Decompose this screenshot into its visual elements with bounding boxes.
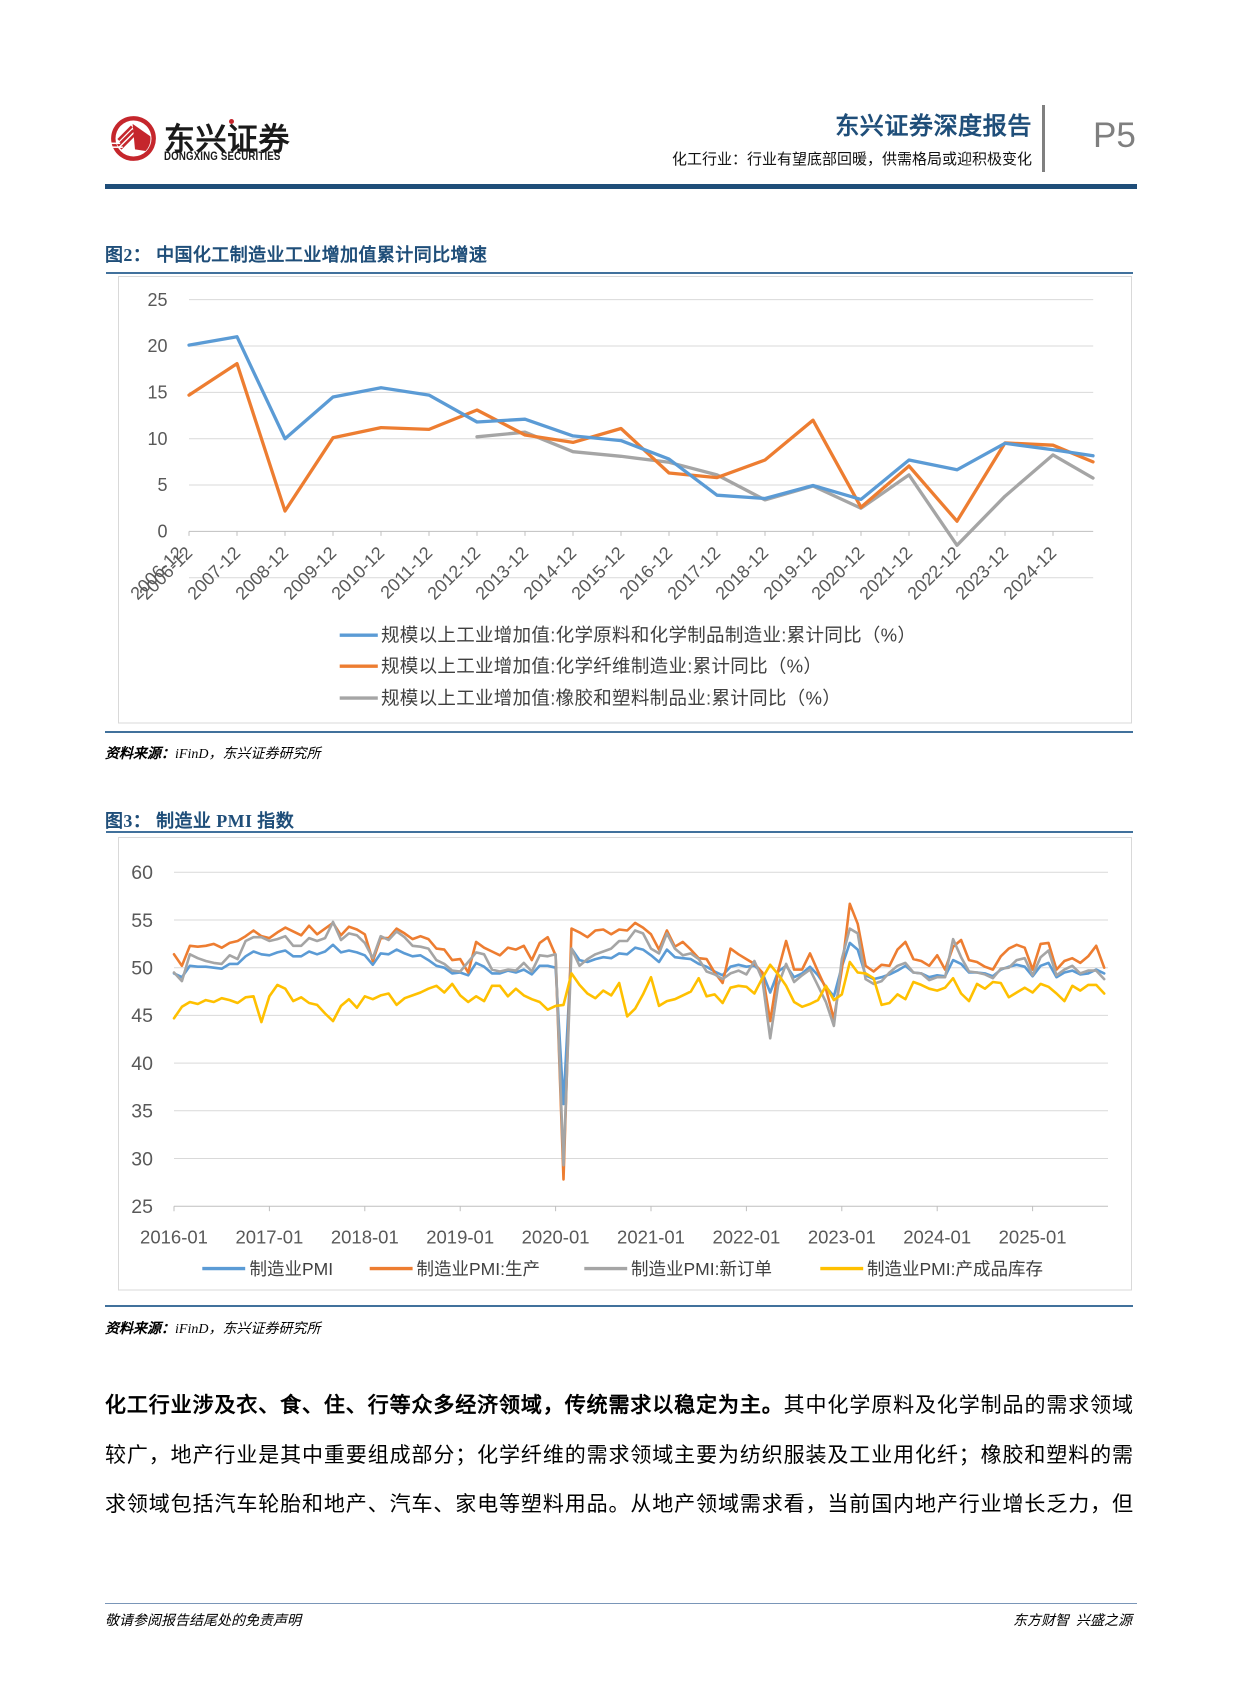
svg-text:制造业PMI:产成品库存: 制造业PMI:产成品库存 — [867, 1259, 1043, 1279]
svg-text:2023-01: 2023-01 — [808, 1227, 876, 1248]
svg-text:制造业PMI:生产: 制造业PMI:生产 — [417, 1259, 540, 1279]
svg-text:15: 15 — [147, 383, 167, 403]
svg-text:25: 25 — [147, 290, 167, 310]
svg-text:规模以上工业增加值:橡胶和塑料制品业:累计同比（%）: 规模以上工业增加值:橡胶和塑料制品业:累计同比（%） — [381, 687, 841, 708]
svg-text:2019-01: 2019-01 — [426, 1227, 494, 1248]
svg-text:45: 45 — [131, 1005, 153, 1027]
svg-text:制造业PMI:新订单: 制造业PMI:新订单 — [631, 1259, 772, 1279]
svg-text:制造业PMI: 制造业PMI — [250, 1259, 334, 1279]
svg-text:10: 10 — [147, 429, 167, 449]
svg-text:30: 30 — [131, 1148, 153, 1170]
svg-text:2025-01: 2025-01 — [999, 1227, 1067, 1248]
svg-text:2021-01: 2021-01 — [617, 1227, 685, 1248]
svg-text:55: 55 — [131, 910, 153, 932]
svg-text:2022-01: 2022-01 — [712, 1227, 780, 1248]
svg-text:40: 40 — [131, 1053, 153, 1075]
svg-text:35: 35 — [131, 1101, 153, 1123]
svg-text:25: 25 — [131, 1196, 153, 1218]
svg-text:2018-01: 2018-01 — [331, 1227, 399, 1248]
svg-text:2017-01: 2017-01 — [235, 1227, 303, 1248]
svg-text:50: 50 — [131, 958, 153, 980]
svg-text:0: 0 — [157, 522, 167, 542]
svg-text:5: 5 — [157, 475, 167, 495]
svg-text:2016-01: 2016-01 — [140, 1227, 208, 1248]
svg-text:60: 60 — [131, 862, 153, 884]
svg-text:规模以上工业增加值:化学纤维制造业:累计同比（%）: 规模以上工业增加值:化学纤维制造业:累计同比（%） — [381, 655, 822, 676]
svg-text:规模以上工业增加值:化学原料和化学制品制造业:累计同比（%）: 规模以上工业增加值:化学原料和化学制品制造业:累计同比（%） — [381, 624, 916, 645]
svg-text:2020-01: 2020-01 — [522, 1227, 590, 1248]
svg-text:2024-01: 2024-01 — [903, 1227, 971, 1248]
svg-text:20: 20 — [147, 336, 167, 356]
